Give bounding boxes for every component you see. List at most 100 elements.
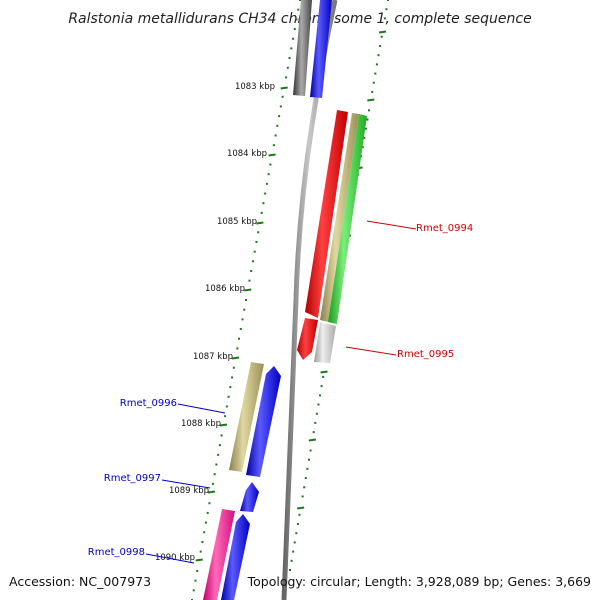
minor-tick [269, 163, 272, 166]
minor-tick [375, 63, 378, 66]
minor-tick [296, 523, 299, 526]
gene-red-rmet0994 [305, 110, 348, 318]
minor-tick [260, 211, 263, 214]
gene-label-rmet0997: Rmet_0997 [104, 473, 161, 484]
minor-tick [383, 17, 386, 20]
minor-tick [372, 81, 375, 84]
minor-tick [312, 431, 315, 434]
minor-tick [272, 144, 275, 147]
gene-silver-rmet0995 [314, 322, 336, 363]
major-tick [367, 98, 375, 102]
minor-tick [361, 146, 364, 149]
minor-tick [245, 299, 247, 301]
minor-tick [218, 444, 221, 447]
minor-tick [194, 579, 197, 582]
major-tick [256, 221, 264, 225]
gene-label-rmet0998: Rmet_0998 [88, 547, 145, 558]
minor-tick [290, 47, 293, 50]
minor-tick [208, 502, 211, 505]
gene-tan-rmet0994 [320, 113, 359, 322]
minor-tick [267, 173, 270, 176]
minor-tick [236, 347, 239, 350]
minor-tick [225, 405, 228, 408]
minor-tick [377, 54, 380, 57]
major-tick [207, 490, 216, 494]
gene-blue-rmet0998 [221, 514, 250, 600]
minor-tick [262, 202, 265, 205]
major-tick [231, 356, 240, 360]
kbp-labels: 1083 kbp 1084 kbp 1085 kbp 1086 kbp 1087… [155, 82, 275, 563]
gene-gray-top [293, 0, 312, 96]
major-tick [378, 30, 387, 34]
minor-tick [255, 240, 258, 243]
minor-tick [371, 90, 374, 93]
gene-pink-rmet0998 [203, 509, 235, 600]
minor-tick [297, 8, 300, 11]
major-tick [268, 153, 276, 157]
minor-tick [290, 559, 293, 562]
minor-tick [251, 260, 254, 263]
gene-features [203, 0, 367, 600]
minor-tick [317, 403, 320, 406]
accession-text: Accession: NC_007973 [9, 574, 151, 589]
major-tick [320, 370, 328, 374]
minor-tick [265, 182, 268, 185]
minor-tick [285, 76, 288, 79]
kbp-label: 1090 kbp [155, 553, 195, 563]
minor-tick [253, 250, 256, 253]
minor-tick [385, 8, 388, 11]
kbp-label: 1085 kbp [217, 217, 257, 227]
minor-tick [278, 115, 281, 118]
leader-line-rmet0995 [345, 346, 397, 356]
minor-tick [257, 231, 260, 234]
major-tick [219, 423, 228, 427]
minor-tick [229, 386, 232, 389]
minor-tick [368, 109, 371, 112]
minor-tick [201, 540, 204, 543]
minor-tick [301, 495, 304, 498]
minor-tick [314, 421, 317, 424]
minor-tick [213, 473, 216, 476]
minor-tick [215, 463, 218, 466]
minor-tick [206, 511, 209, 514]
minor-tick [366, 118, 369, 121]
left-tick-track [191, 0, 301, 600]
minor-tick [264, 192, 267, 195]
minor-tick [292, 37, 295, 40]
gene-tan-rmet0996 [229, 362, 264, 472]
minor-tick [231, 376, 234, 379]
minor-tick [299, 0, 301, 1]
topology-text: Topology: circular; Length: 3,928,089 bp… [247, 574, 591, 589]
kbp-label: 1088 kbp [181, 419, 221, 429]
minor-tick [250, 269, 253, 272]
minor-tick [224, 415, 227, 418]
minor-tick [232, 366, 235, 369]
major-tick [280, 86, 288, 90]
gene-labels: Rmet_0994 Rmet_0995 Rmet_0996 Rmet_0997 … [88, 220, 473, 564]
leader-line-rmet0998 [145, 553, 195, 564]
minor-tick [293, 541, 296, 544]
minor-tick [320, 385, 323, 388]
minor-tick [192, 589, 195, 592]
minor-tick [322, 375, 325, 378]
minor-tick [315, 412, 318, 415]
minor-tick [288, 57, 291, 60]
minor-tick [289, 569, 291, 571]
gene-blue-top [310, 0, 332, 98]
minor-tick [387, 0, 389, 1]
kbp-label: 1087 kbp [193, 352, 233, 362]
minor-tick [241, 318, 244, 321]
gene-green-rmet0994 [328, 114, 367, 324]
leader-line-rmet0994 [366, 220, 417, 230]
kbp-label: 1084 kbp [227, 149, 267, 159]
chromosome-backbone [281, 0, 338, 600]
minor-tick [298, 513, 301, 516]
minor-tick [227, 395, 230, 398]
minor-tick [279, 105, 282, 108]
minor-tick [196, 569, 199, 572]
minor-tick [309, 449, 312, 452]
minor-tick [303, 486, 306, 489]
minor-tick [306, 467, 309, 470]
minor-tick [217, 453, 220, 456]
